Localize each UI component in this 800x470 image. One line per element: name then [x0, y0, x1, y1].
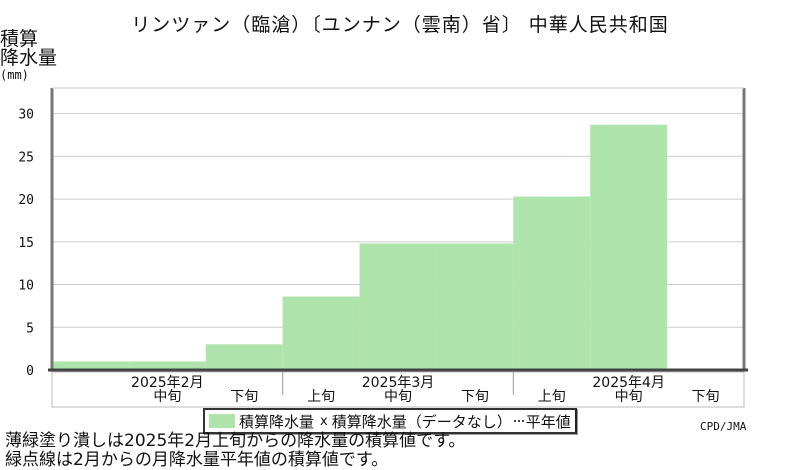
accumulated-bar: [513, 196, 591, 370]
accumulated-bar: [205, 344, 283, 370]
x-label-band: [51, 371, 745, 408]
period-label: 下旬: [230, 389, 258, 405]
chart-title: リンツァン（臨滄）〔ユンナン（雲南）省〕 中華人民共和国: [131, 14, 669, 36]
y-axis-label-line1: 積算: [0, 28, 39, 50]
period-label: 下旬: [461, 389, 489, 405]
y-axis-label-line3: (mm): [0, 68, 29, 82]
y-tick-label: 15: [18, 236, 34, 251]
period-label: 中旬: [153, 389, 181, 405]
period-label: 上旬: [307, 389, 335, 405]
accumulated-bar: [128, 361, 206, 370]
month-label: 2025年2月: [131, 375, 204, 391]
period-label: 中旬: [615, 389, 643, 405]
y-axis-label-line2: 降水量: [0, 47, 58, 69]
y-tick-label: 0: [26, 364, 34, 379]
legend-item-no-data: 積算降水量（データなし）: [331, 412, 512, 431]
y-tick-label: 20: [18, 193, 34, 208]
footnote-2: 緑点線は2月からの月降水量平年値の積算値です。: [5, 450, 389, 470]
legend-dotted-line-icon: [513, 420, 524, 422]
month-label: 2025年3月: [362, 375, 435, 391]
accumulated-bar: [52, 361, 129, 370]
period-label: 下旬: [692, 389, 720, 405]
legend-swatch-accumulated: [209, 414, 235, 428]
y-tick-label: 5: [26, 321, 34, 336]
y-tick-label: 30: [18, 108, 34, 123]
legend-item-normal: 平年値: [525, 412, 571, 431]
month-label: 2025年4月: [592, 375, 665, 391]
legend-item-accumulated: 積算降水量: [239, 412, 315, 431]
footnote-1: 薄緑塗り潰しは2025年2月上旬からの降水量の積算値です。: [5, 431, 466, 451]
y-tick-label: 10: [18, 279, 34, 294]
accumulated-bar: [436, 243, 514, 370]
accumulated-bar: [590, 124, 668, 370]
period-label: 中旬: [384, 389, 412, 405]
legend-marker-no-data: x: [320, 413, 328, 429]
legend: 積算降水量 x 積算降水量（データなし） 平年値: [203, 408, 577, 434]
y-tick-label: 25: [18, 150, 34, 165]
accumulated-bar: [359, 243, 437, 370]
period-label: 上旬: [538, 389, 566, 405]
y-axis-unit-label: 積算 降水量 (mm): [0, 28, 58, 83]
credit-label: CPD/JMA: [700, 420, 747, 433]
accumulated-bar: [282, 296, 360, 370]
